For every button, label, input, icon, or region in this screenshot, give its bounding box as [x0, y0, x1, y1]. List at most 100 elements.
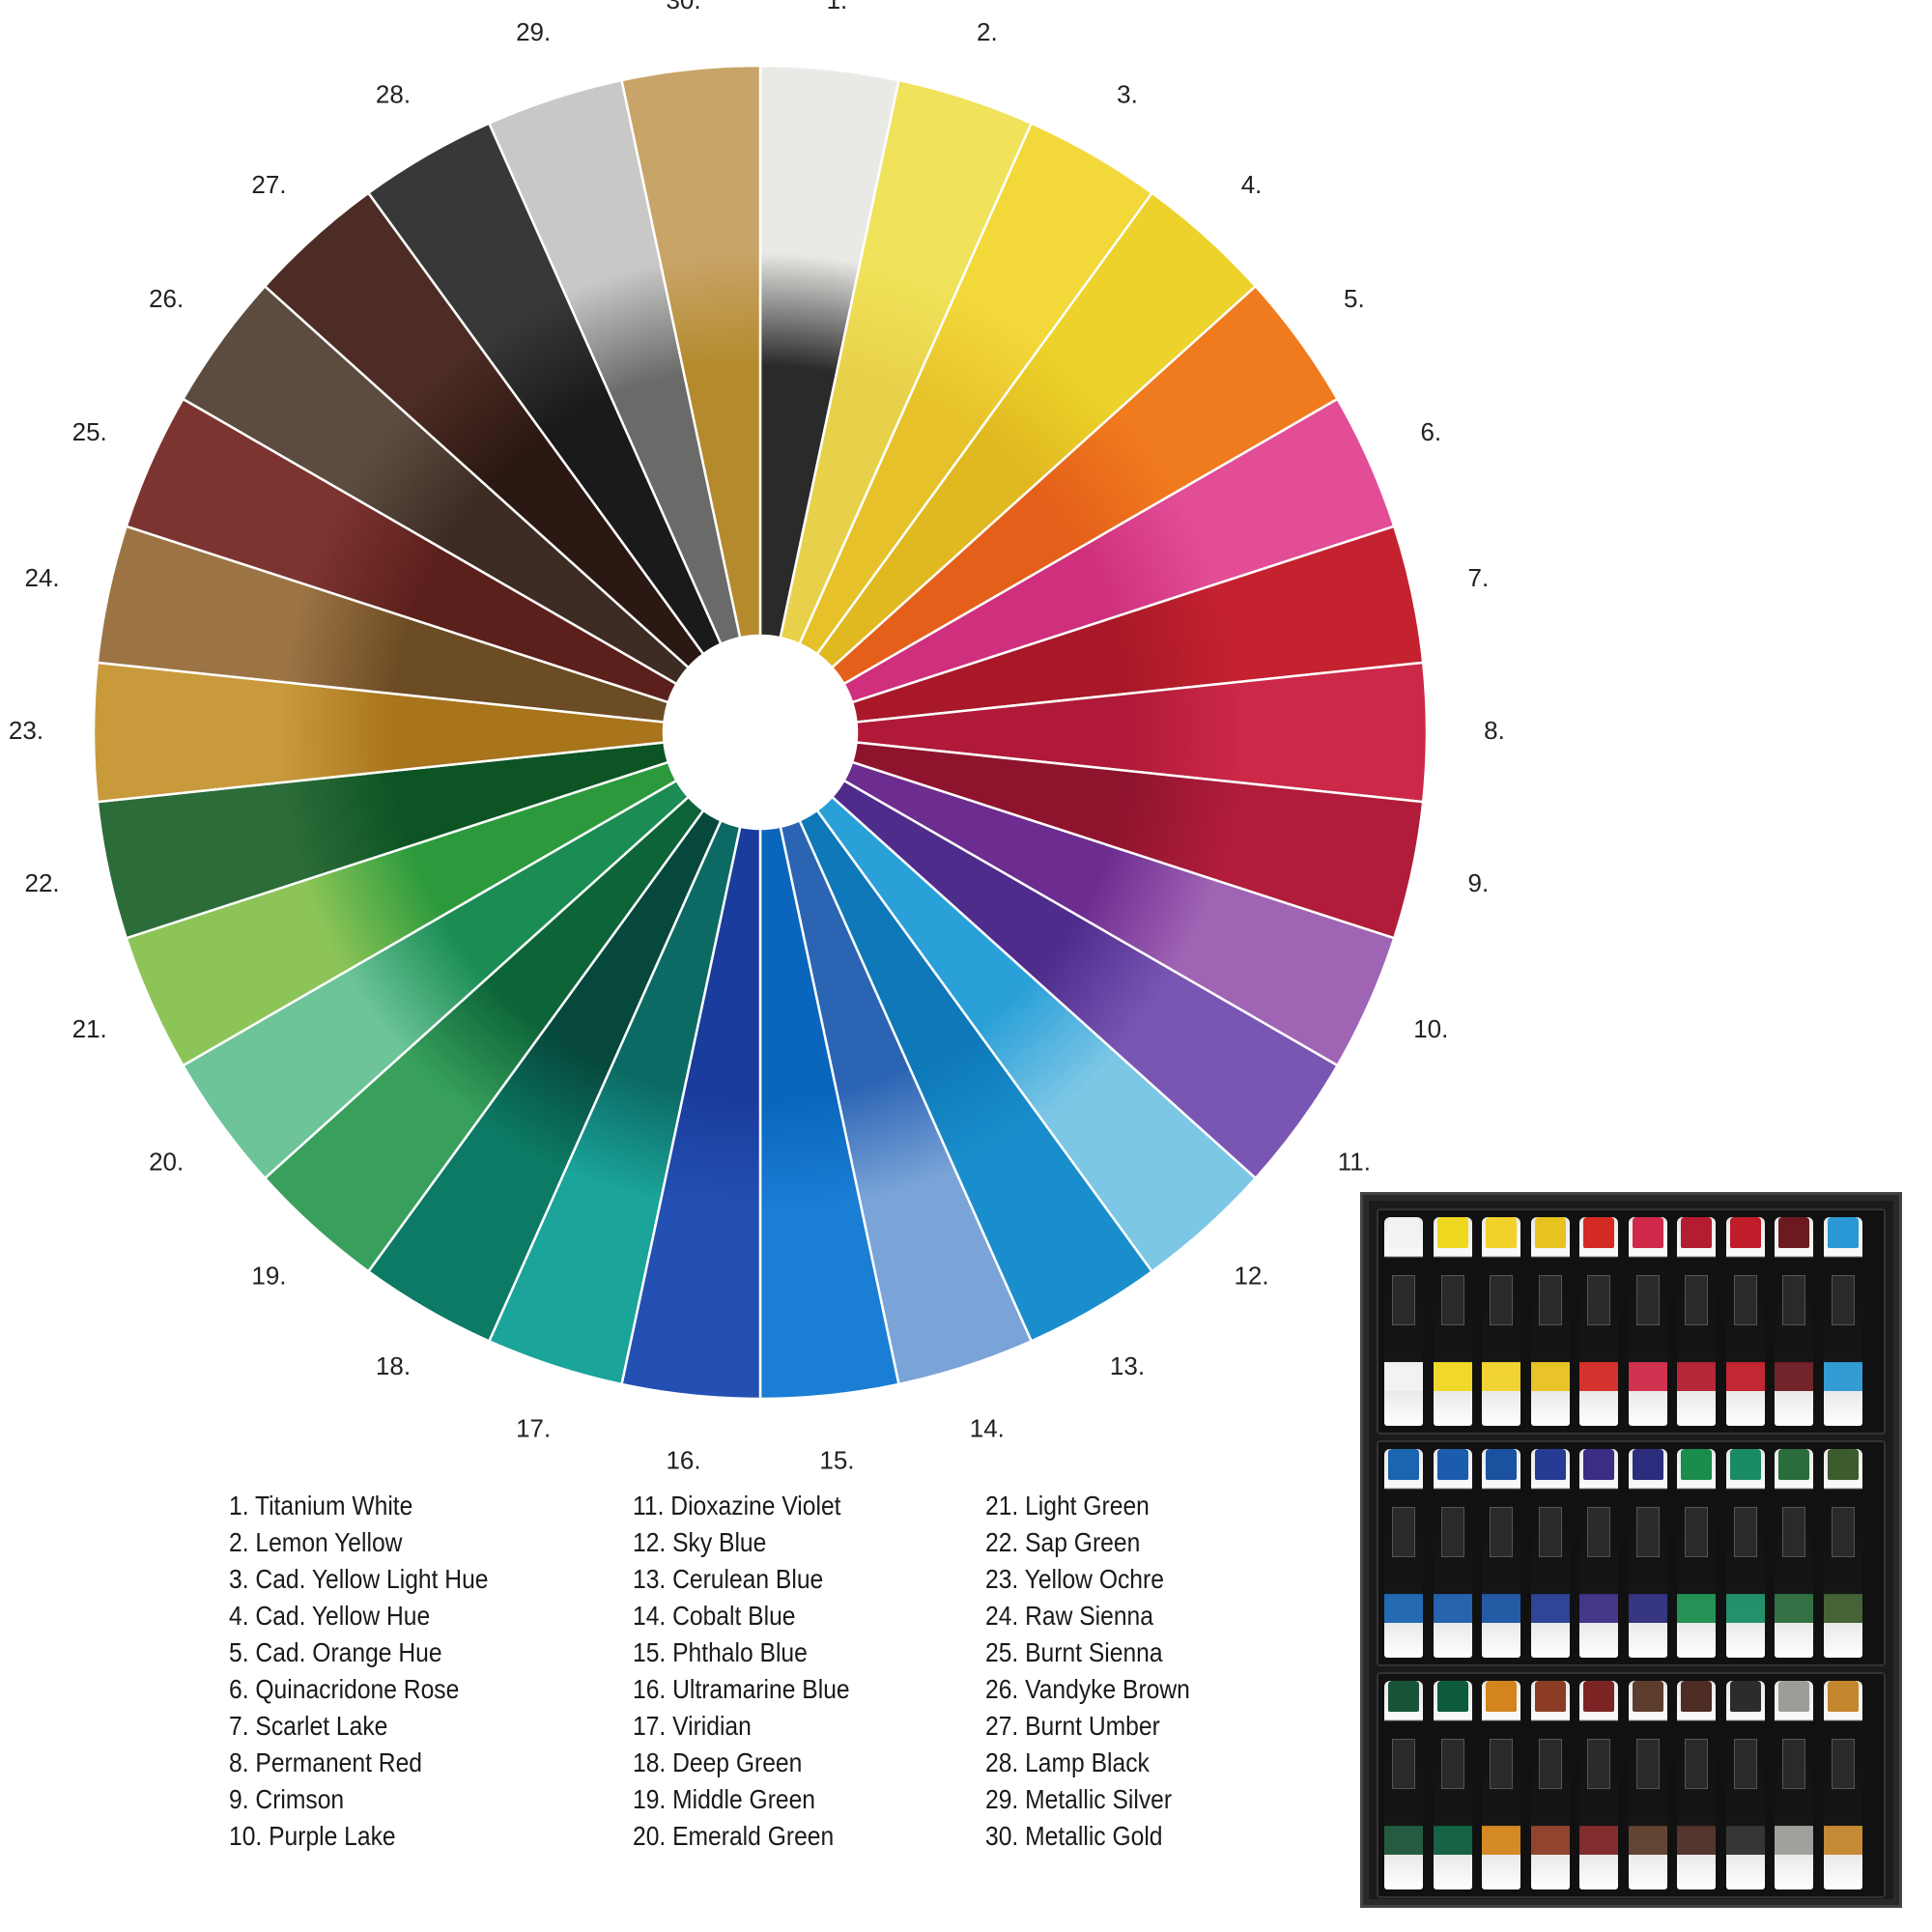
legend-item: 20. Emerald Green	[633, 1821, 835, 1851]
wheel-label-7: 7.	[1468, 563, 1490, 592]
tube-label	[1587, 1739, 1610, 1789]
tube-color-band	[1677, 1594, 1716, 1623]
legend-item: 30. Metallic Gold	[985, 1821, 1163, 1851]
tube-color-band	[1579, 1362, 1618, 1391]
wheel-label-15: 15.	[819, 1446, 854, 1475]
tube-label	[1392, 1275, 1415, 1325]
wheel-label-28: 28.	[376, 80, 411, 109]
legend-item: 14. Cobalt Blue	[633, 1601, 796, 1631]
wheel-label-1: 1.	[827, 0, 848, 14]
tube-color-band	[1823, 1362, 1862, 1391]
tube-color-band	[1384, 1826, 1423, 1855]
tube-cap	[1778, 1449, 1809, 1480]
tube-color-band	[1384, 1594, 1423, 1623]
tube-label	[1392, 1507, 1415, 1557]
tube-color-band	[1628, 1362, 1667, 1391]
tube-color-band	[1677, 1826, 1716, 1855]
wheel-label-6: 6.	[1420, 417, 1441, 446]
tube-cap	[1388, 1217, 1419, 1248]
tube-cap	[1486, 1449, 1517, 1480]
tube-cap	[1388, 1449, 1419, 1480]
legend-item: 16. Ultramarine Blue	[633, 1674, 850, 1704]
wheel-label-9: 9.	[1468, 868, 1490, 897]
paint-tube	[1530, 1217, 1570, 1426]
wheel-label-16: 16.	[666, 1446, 700, 1475]
tube-color-band	[1775, 1826, 1813, 1855]
paint-tube	[1384, 1449, 1423, 1658]
tube-cap	[1632, 1449, 1663, 1480]
tube-cap	[1436, 1217, 1468, 1248]
legend-item: 1. Titanium White	[229, 1491, 413, 1520]
paint-row-3	[1377, 1672, 1886, 1898]
paint-tube	[1725, 1681, 1765, 1889]
tube-cap	[1778, 1217, 1809, 1248]
paint-tube	[1823, 1217, 1862, 1426]
legend-item: 19. Middle Green	[633, 1784, 816, 1814]
legend-item: 11. Dioxazine Violet	[633, 1491, 841, 1520]
paint-row-1	[1377, 1208, 1886, 1435]
tube-color-band	[1628, 1826, 1667, 1855]
paint-tube	[1775, 1449, 1813, 1658]
tube-cap	[1778, 1681, 1809, 1712]
wheel-label-19: 19.	[251, 1262, 286, 1291]
tube-label	[1782, 1507, 1805, 1557]
wheel-label-4: 4.	[1241, 170, 1263, 199]
paint-tube	[1530, 1449, 1570, 1658]
wheel-label-10: 10.	[1413, 1014, 1448, 1043]
paint-tube	[1725, 1217, 1765, 1426]
tube-color-band	[1530, 1362, 1570, 1391]
tube-label	[1538, 1507, 1562, 1557]
paint-tube	[1530, 1681, 1570, 1889]
tube-color-band	[1530, 1594, 1570, 1623]
paint-tube	[1482, 1449, 1520, 1658]
wheel-label-26: 26.	[149, 284, 184, 313]
paint-tube	[1482, 1681, 1520, 1889]
tube-label	[1831, 1275, 1855, 1325]
legend-item: 23. Yellow Ochre	[985, 1564, 1164, 1594]
paint-tube	[1677, 1217, 1716, 1426]
wheel-label-18: 18.	[376, 1351, 411, 1380]
wheel-label-25: 25.	[72, 417, 107, 446]
tube-cap	[1388, 1681, 1419, 1712]
tube-color-band	[1433, 1362, 1472, 1391]
wheel-label-27: 27.	[251, 170, 286, 199]
tube-cap	[1681, 1449, 1712, 1480]
tube-cap	[1827, 1217, 1859, 1248]
tube-color-band	[1725, 1362, 1765, 1391]
wheel-label-13: 13.	[1110, 1351, 1145, 1380]
paint-tube	[1384, 1217, 1423, 1426]
paint-tube	[1433, 1681, 1472, 1889]
tube-label	[1635, 1275, 1660, 1325]
tube-label	[1538, 1739, 1562, 1789]
wheel-label-22: 22.	[25, 868, 60, 897]
paint-tube-set-photo	[1360, 1192, 1902, 1908]
wheel-number-labels: 1. 2. 3. 4. 5. 6. 7. 8. 9. 10. 11. 12. 13. 14. 15. 16. 1…	[9, 0, 1505, 1475]
tube-color-band	[1823, 1826, 1862, 1855]
legend-item: 12. Sky Blue	[633, 1527, 767, 1557]
tube-label	[1587, 1507, 1610, 1557]
tube-label	[1831, 1739, 1855, 1789]
wheel-label-17: 17.	[516, 1414, 551, 1443]
legend-item: 2. Lemon Yellow	[229, 1527, 403, 1557]
tube-color-band	[1579, 1594, 1618, 1623]
legend-item: 26. Vandyke Brown	[985, 1674, 1190, 1704]
wheel-label-20: 20.	[149, 1148, 184, 1177]
legend-item: 3. Cad. Yellow Light Hue	[229, 1564, 489, 1594]
legend-column-1: 1. Titanium White 2. Lemon Yellow 3. Cad. …	[229, 1488, 488, 1855]
wheel-label-14: 14.	[970, 1414, 1005, 1443]
tube-label	[1392, 1739, 1415, 1789]
tube-cap	[1534, 1217, 1566, 1248]
tube-cap	[1729, 1681, 1761, 1712]
tube-label	[1782, 1275, 1805, 1325]
tube-label	[1490, 1507, 1513, 1557]
paint-tube	[1579, 1449, 1618, 1658]
legend-column-3: 21. Light Green 22. Sap Green 23. Yellow O…	[985, 1488, 1190, 1855]
tube-label	[1440, 1507, 1464, 1557]
paint-tube	[1433, 1449, 1472, 1658]
legend-item: 21. Light Green	[985, 1491, 1150, 1520]
legend-item: 22. Sap Green	[985, 1527, 1141, 1557]
legend-item: 27. Burnt Umber	[985, 1711, 1160, 1741]
paint-tube	[1628, 1681, 1667, 1889]
legend-item: 29. Metallic Silver	[985, 1784, 1173, 1814]
